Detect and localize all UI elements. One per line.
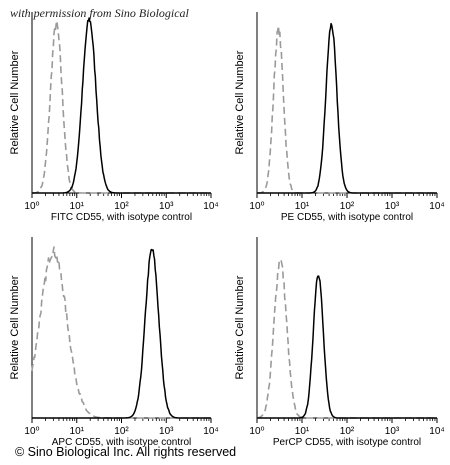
cd55-sample-curve	[256, 275, 438, 419]
x-axis-label: PE CD55, with isotype control	[281, 212, 413, 223]
isotype-control-curve	[31, 246, 212, 419]
x-tick-label: 10³	[385, 201, 400, 212]
x-tick-label: 10⁴	[203, 201, 218, 212]
cd55-sample-curve	[31, 248, 212, 419]
x-tick-label: 10¹	[295, 426, 310, 437]
cd55-sample-curve	[31, 17, 212, 194]
x-axis-label: PerCP CD55, with isotype control	[273, 437, 421, 448]
x-tick-label: 10⁰	[249, 201, 264, 212]
histogram-panel-1: 10⁰ 10¹ 10² 10³ 10⁴ Relative Cell Number FITC …	[9, 12, 219, 223]
histogram-panel-3: 10⁰ 10¹ 10² 10³ 10⁴ Relative Cell Number APC C…	[9, 237, 219, 448]
y-axis-label: Relative Cell Number	[234, 50, 246, 154]
histogram-panel-4: 10⁰ 10¹ 10² 10³ 10⁴ Relative Cell Number PerCP…	[234, 237, 445, 448]
watermark-text: with permission from Sino Biological	[10, 6, 189, 20]
x-tick-label: 10²	[340, 201, 355, 212]
x-axis-label: APC CD55, with isotype control	[52, 437, 192, 448]
x-tick-label: 10⁴	[429, 201, 444, 212]
x-tick-label: 10⁴	[203, 426, 218, 437]
y-axis-label: Relative Cell Number	[9, 50, 21, 154]
isotype-control-curve	[256, 260, 438, 419]
x-tick-label: 10²	[114, 201, 129, 212]
x-tick-label: 10⁰	[24, 201, 39, 212]
histogram-panel-2: 10⁰ 10¹ 10² 10³ 10⁴ Relative Cell Number PE CD…	[234, 12, 445, 223]
x-tick-label: 10²	[114, 426, 129, 437]
x-tick-label: 10¹	[70, 426, 85, 437]
x-tick-label: 10³	[159, 426, 174, 437]
y-axis-label: Relative Cell Number	[9, 275, 21, 379]
x-tick-label: 10²	[340, 426, 355, 437]
x-axis-label: FITC CD55, with isotype control	[51, 212, 192, 223]
x-tick-label: 10⁰	[249, 426, 264, 437]
x-tick-label: 10¹	[70, 201, 85, 212]
isotype-control-curve	[256, 24, 438, 194]
x-tick-label: 10⁴	[429, 426, 444, 437]
x-tick-label: 10³	[385, 426, 400, 437]
y-axis-label: Relative Cell Number	[234, 275, 246, 379]
cd55-sample-curve	[256, 22, 438, 194]
x-tick-label: 10⁰	[24, 426, 39, 437]
isotype-control-curve	[31, 19, 212, 194]
x-tick-label: 10³	[159, 201, 174, 212]
x-tick-label: 10¹	[295, 201, 310, 212]
copyright-footer: © Sino Biological Inc. All rights reserv…	[15, 445, 237, 459]
